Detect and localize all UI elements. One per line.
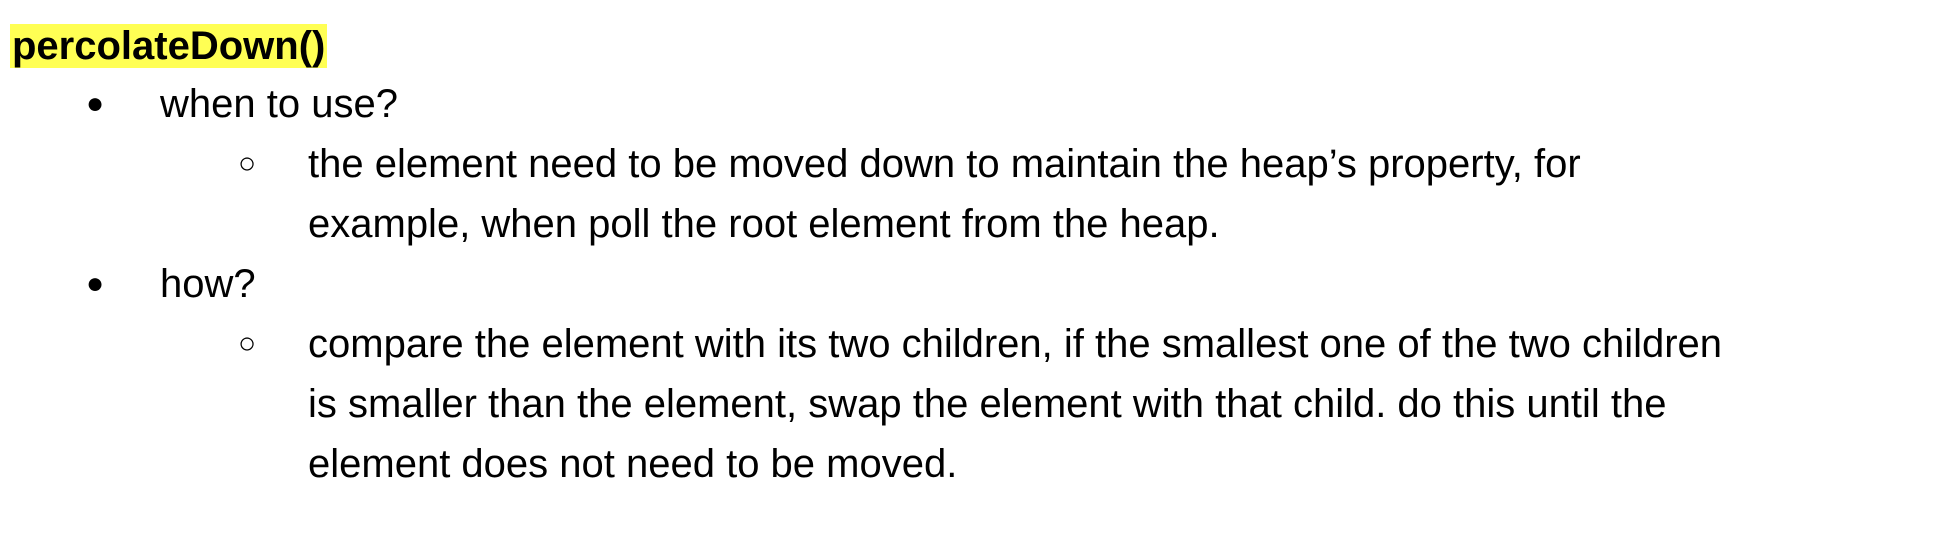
bullet-filled-icon: ● xyxy=(86,87,105,120)
highlighted-heading-text: percolateDown() xyxy=(10,24,328,68)
sub-item-line: example, when poll the root element from… xyxy=(308,202,1220,246)
section-heading: percolateDown() xyxy=(10,18,328,74)
sub-item-line: compare the element with its two childre… xyxy=(308,322,1723,366)
list-item-how: how? xyxy=(160,262,256,306)
list-item-when-to-use: when to use? xyxy=(160,82,398,126)
bullet-hollow-icon: ○ xyxy=(238,327,257,360)
sub-item-line: the element need to be moved down to mai… xyxy=(308,142,1581,186)
sub-item-line: is smaller than the element, swap the el… xyxy=(308,382,1667,426)
bullet-hollow-icon: ○ xyxy=(238,147,257,180)
sub-item-line: element does not need to be moved. xyxy=(308,442,958,486)
bullet-filled-icon: ● xyxy=(86,267,105,300)
